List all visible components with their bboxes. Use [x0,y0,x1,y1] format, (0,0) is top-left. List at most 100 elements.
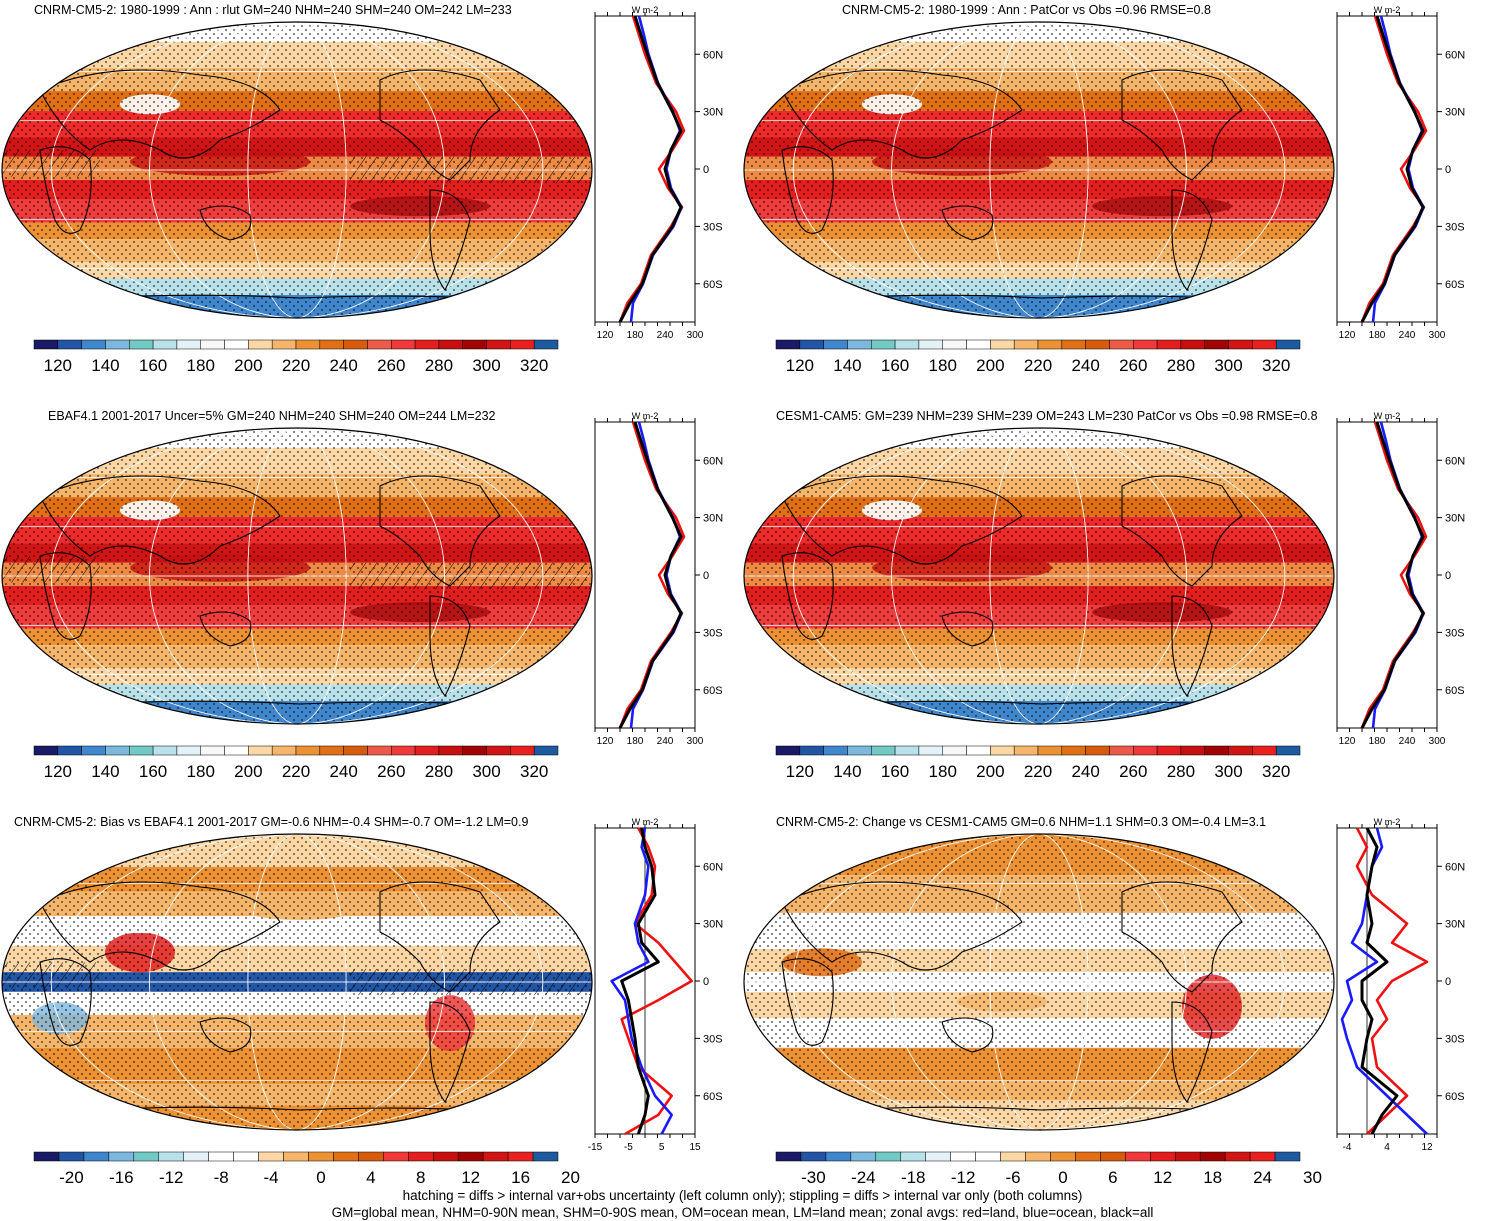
lat-tick-label: 60N [1445,49,1465,61]
colorbar-label: 140 [833,356,861,375]
unit-label: W m-2 [632,411,659,421]
colorbar: 120 140 160 180 200 220 240 260 280 300 320 [775,745,1301,781]
colorbar-label: 220 [282,762,310,781]
zonal-mean-plot: W m-2 60N 30N 0 30S 60S 120 180 240 300 [594,411,723,747]
lat-tick-label: 0 [703,164,709,176]
colorbar-swatch [799,745,824,756]
colorbar-label: 280 [425,356,453,375]
panel-obs-mean: EBAF4.1 2001-2017 Uncer=5% GM=240 NHM=24… [0,406,740,806]
x-tick-label: 120 [1339,736,1356,747]
colorbar-swatch [248,339,273,350]
colorbar-swatch [81,339,106,350]
colorbar-swatch [486,745,511,756]
panel-bias: CNRM-CM5-2: Bias vs EBAF4.1 2001-2017 GM… [0,812,740,1192]
colorbar-swatch [391,339,416,350]
panel-change: CNRM-CM5-2: Change vs CESM1-CAM5 GM=0.6 … [742,812,1482,1192]
colorbar-label: -16 [109,1168,134,1187]
x-tick-label: -15 [588,1142,603,1153]
colorbar-swatch [990,745,1015,756]
colorbar-swatch [1075,1151,1101,1162]
colorbar-label: 120 [44,762,72,781]
colorbar-label: 240 [329,762,357,781]
zonal-line-ocean [610,827,673,1135]
colorbar-swatch [1025,1151,1051,1162]
x-tick-label: 15 [689,1142,701,1153]
world-map [1,21,593,319]
colorbar-swatch [871,745,896,756]
lat-tick-label: 30N [703,107,723,119]
colorbar-label: 300 [472,356,500,375]
colorbar-label: 220 [1024,762,1052,781]
colorbar-label: 120 [44,356,72,375]
colorbar-swatch [271,339,297,350]
unit-label: W m-2 [1374,5,1401,15]
zonal-line-ocean [629,15,683,323]
colorbar-swatch [486,339,511,350]
zonal-mean-plot: W m-2 60N 30N 0 30S 60S -15 -5 5 15 [588,817,723,1153]
zonal-line-all [1360,15,1425,323]
colorbar-label: 180 [187,356,215,375]
colorbar-swatch [847,745,872,756]
colorbar-label: 280 [1167,762,1195,781]
world-map [743,21,1335,319]
colorbar-swatch [1156,339,1182,350]
colorbar-label: 180 [187,762,215,781]
colorbar-swatch [850,1151,877,1162]
colorbar-swatch [1085,339,1110,350]
colorbar: 120 140 160 180 200 220 240 260 280 300 320 [33,745,559,781]
colorbar-label: -18 [901,1168,926,1187]
colorbar-swatch [1050,1151,1076,1162]
colorbar-label: 260 [377,762,405,781]
colorbar-swatch [129,745,154,756]
x-tick-label: 240 [1399,330,1416,341]
x-tick-label: 120 [597,330,614,341]
colorbar-swatch [875,1151,902,1162]
colorbar-label: -12 [159,1168,184,1187]
lat-tick-label: 30N [703,513,723,525]
footer-legend-note: GM=global mean, NHM=0-90N mean, SHM=0-90… [331,1205,1154,1220]
x-tick-label: 300 [687,330,704,341]
unit-label: W m-2 [1374,411,1401,421]
lat-tick-label: 30N [703,919,723,931]
world-map [743,833,1335,1131]
colorbar: -20 -16 -12 -8 -4 0 4 8 12 16 20 [33,1151,580,1187]
colorbar-swatch [176,745,201,756]
colorbar-swatch [33,745,59,756]
panel-title: CESM1-CAM5: GM=239 NHM=239 SHM=239 OM=24… [776,409,1318,423]
colorbar-label: 260 [377,356,405,375]
lat-tick-label: 30S [1445,1033,1465,1045]
lat-tick-label: 60N [1445,861,1465,873]
colorbar-swatch [271,745,297,756]
colorbar-label: 4 [366,1168,375,1187]
colorbar-label: 140 [91,762,119,781]
colorbar-label: 240 [1071,762,1099,781]
colorbar-swatch [1133,339,1158,350]
colorbar-swatch [823,745,848,756]
colorbar-label: 12 [1153,1168,1172,1187]
colorbar-swatch [1252,339,1277,350]
colorbar-swatch [383,1151,409,1162]
colorbar-swatch [308,1151,334,1162]
world-map [743,427,1335,725]
colorbar-label: 240 [329,356,357,375]
lat-tick-label: 60S [1445,685,1465,697]
colorbar-swatch [900,1151,926,1162]
zonal-line-all [618,15,683,323]
lat-tick-label: 60N [703,861,723,873]
colorbar-swatch [894,339,920,350]
zonal-line-land [620,827,693,1136]
x-tick-label: 120 [1339,330,1356,341]
colorbar-swatch [108,1151,135,1162]
colorbar-swatch [871,339,896,350]
colorbar-label: 200 [976,356,1004,375]
colorbar-swatch [129,339,154,350]
colorbar-swatch [1274,1151,1301,1162]
colorbar-swatch [457,1151,484,1162]
x-tick-label: 180 [627,330,644,341]
colorbar-swatch [83,1151,110,1162]
colorbar-swatch [1228,745,1253,756]
x-tick-label: -4 [1343,1142,1352,1153]
zonal-line-ocean [1340,827,1428,1135]
colorbar-swatch [825,1151,852,1162]
colorbar-swatch [343,745,368,756]
